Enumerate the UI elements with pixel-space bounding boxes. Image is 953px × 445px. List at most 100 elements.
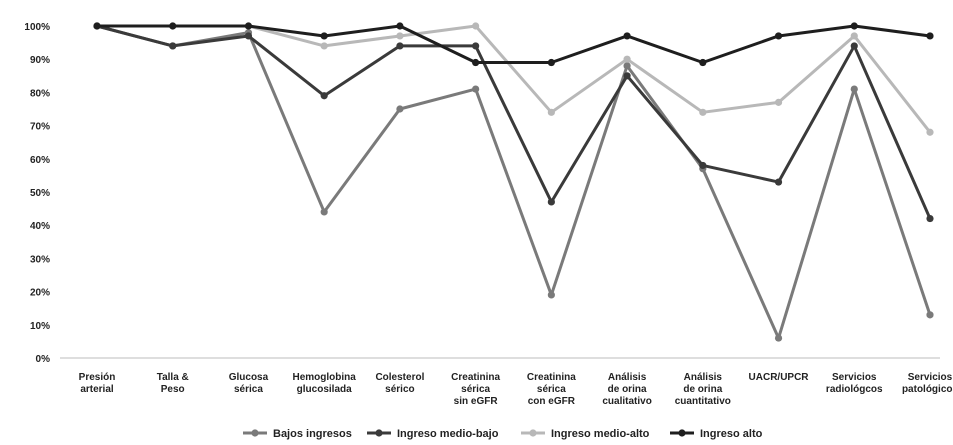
data-point (169, 42, 177, 50)
data-point (396, 42, 404, 50)
x-tick-label: Creatinina sérica sin eGFR (451, 372, 500, 407)
x-tick-label: Glucosa sérica (229, 372, 269, 395)
legend-item: Ingreso alto (670, 428, 763, 440)
x-tick-label: Colesterol sérico (375, 372, 424, 395)
data-point (320, 92, 328, 100)
series-lines (93, 22, 934, 342)
x-tick-label: Talla & Peso (157, 372, 189, 395)
x-tick-label-line: glucosilada (297, 384, 352, 395)
legend-swatch-marker (375, 429, 383, 437)
data-point (396, 22, 404, 30)
data-point (774, 178, 783, 186)
legend-label: Ingreso medio-bajo (397, 428, 499, 440)
data-point (547, 108, 555, 116)
data-point (850, 85, 858, 93)
legend-item: Ingreso medio-alto (521, 428, 650, 440)
data-point (623, 72, 631, 80)
y-tick-label: 90% (30, 55, 50, 66)
legend-swatch-marker (529, 429, 537, 437)
y-tick-label: 50% (30, 188, 50, 199)
data-point (396, 105, 404, 113)
x-tick-label-line: Presión (79, 372, 116, 383)
legend-label: Ingreso medio-alto (551, 428, 650, 440)
legend: Bajos ingresos Ingreso medio-bajo Ingreso … (243, 428, 763, 440)
x-tick-label-line: Peso (161, 384, 185, 395)
x-tick-label-line: sérica (234, 384, 263, 395)
y-tick-label: 0% (36, 354, 51, 365)
x-tick-label-line: Talla & (157, 372, 189, 383)
x-tick-label-line: Análisis (684, 372, 723, 383)
data-point (320, 208, 328, 216)
data-point (623, 55, 631, 63)
x-tick-label-line: de orina (608, 384, 647, 395)
y-tick-label: 100% (24, 22, 50, 33)
x-tick-label-line: Análisis (608, 372, 647, 383)
data-point (169, 22, 177, 30)
x-tick-label: Presión arterial (79, 372, 116, 395)
x-tick-label: Creatinina sérica con eGFR (527, 372, 576, 407)
x-tick-label-line: UACR/UPCR (749, 372, 810, 383)
data-point (699, 161, 707, 170)
data-point (244, 32, 253, 40)
x-tick-label-line: Colesterol (375, 372, 424, 383)
legend-swatch-marker (251, 429, 259, 437)
legend-item: Ingreso medio-bajo (367, 428, 499, 440)
y-tick-label: 60% (30, 155, 50, 166)
y-tick-label: 70% (30, 122, 50, 133)
data-point (850, 32, 858, 40)
x-tick-label-line: arterial (80, 384, 114, 395)
y-tick-label: 80% (30, 88, 50, 99)
series-line (97, 24, 931, 65)
data-point (547, 198, 555, 206)
data-point (926, 214, 934, 223)
data-point (472, 42, 480, 50)
series-ingreso-alto (93, 22, 934, 67)
x-tick-label-line: patológicos (902, 384, 953, 395)
data-point (547, 58, 555, 67)
data-point (926, 32, 934, 40)
x-axis: Presión arterial Talla & Peso Glucosa sérica H… (60, 357, 953, 407)
data-point (320, 32, 328, 40)
data-point (926, 311, 934, 319)
x-tick-label-line: sin eGFR (454, 396, 499, 407)
legend-swatch-marker (678, 429, 686, 437)
data-point (472, 58, 480, 67)
data-point (244, 22, 253, 30)
data-point (774, 334, 783, 342)
data-point (472, 22, 480, 30)
data-point (699, 58, 707, 67)
y-tick-label: 20% (30, 288, 50, 299)
series-line (96, 24, 932, 220)
data-point (472, 85, 480, 93)
y-tick-label: 10% (30, 321, 50, 332)
x-tick-label-line: Hemoglobina (293, 372, 357, 383)
data-point (547, 291, 555, 299)
data-point (850, 22, 858, 30)
x-tick-label: Servicios radiológcos (826, 372, 883, 395)
x-tick-label: Hemoglobina glucosilada (293, 372, 357, 395)
x-tick-label: Servicios patológicos (902, 372, 953, 395)
x-tick-label-line: con eGFR (528, 396, 576, 407)
data-point (93, 22, 101, 30)
data-point (774, 98, 783, 106)
x-tick-label-line: Servicios (908, 372, 953, 383)
x-tick-label-line: Creatinina (527, 372, 576, 383)
data-point (623, 32, 631, 40)
x-tick-label-line: cualitativo (602, 396, 651, 407)
x-tick-label: Análisis de orina cualitativo (602, 372, 651, 407)
y-tick-label: 30% (30, 254, 50, 265)
legend-label: Bajos ingresos (273, 428, 352, 440)
x-tick-label-line: de orina (683, 384, 722, 395)
x-tick-label-line: cuantitativo (675, 396, 731, 407)
x-tick-label-line: Servicios (832, 372, 877, 383)
data-point (926, 128, 934, 136)
x-tick-label-line: sérica (461, 384, 490, 395)
data-point (396, 32, 404, 40)
data-point (774, 32, 783, 40)
series-line (97, 24, 932, 134)
series-line (96, 24, 932, 340)
data-point (699, 108, 707, 116)
legend-label: Ingreso alto (700, 428, 763, 440)
